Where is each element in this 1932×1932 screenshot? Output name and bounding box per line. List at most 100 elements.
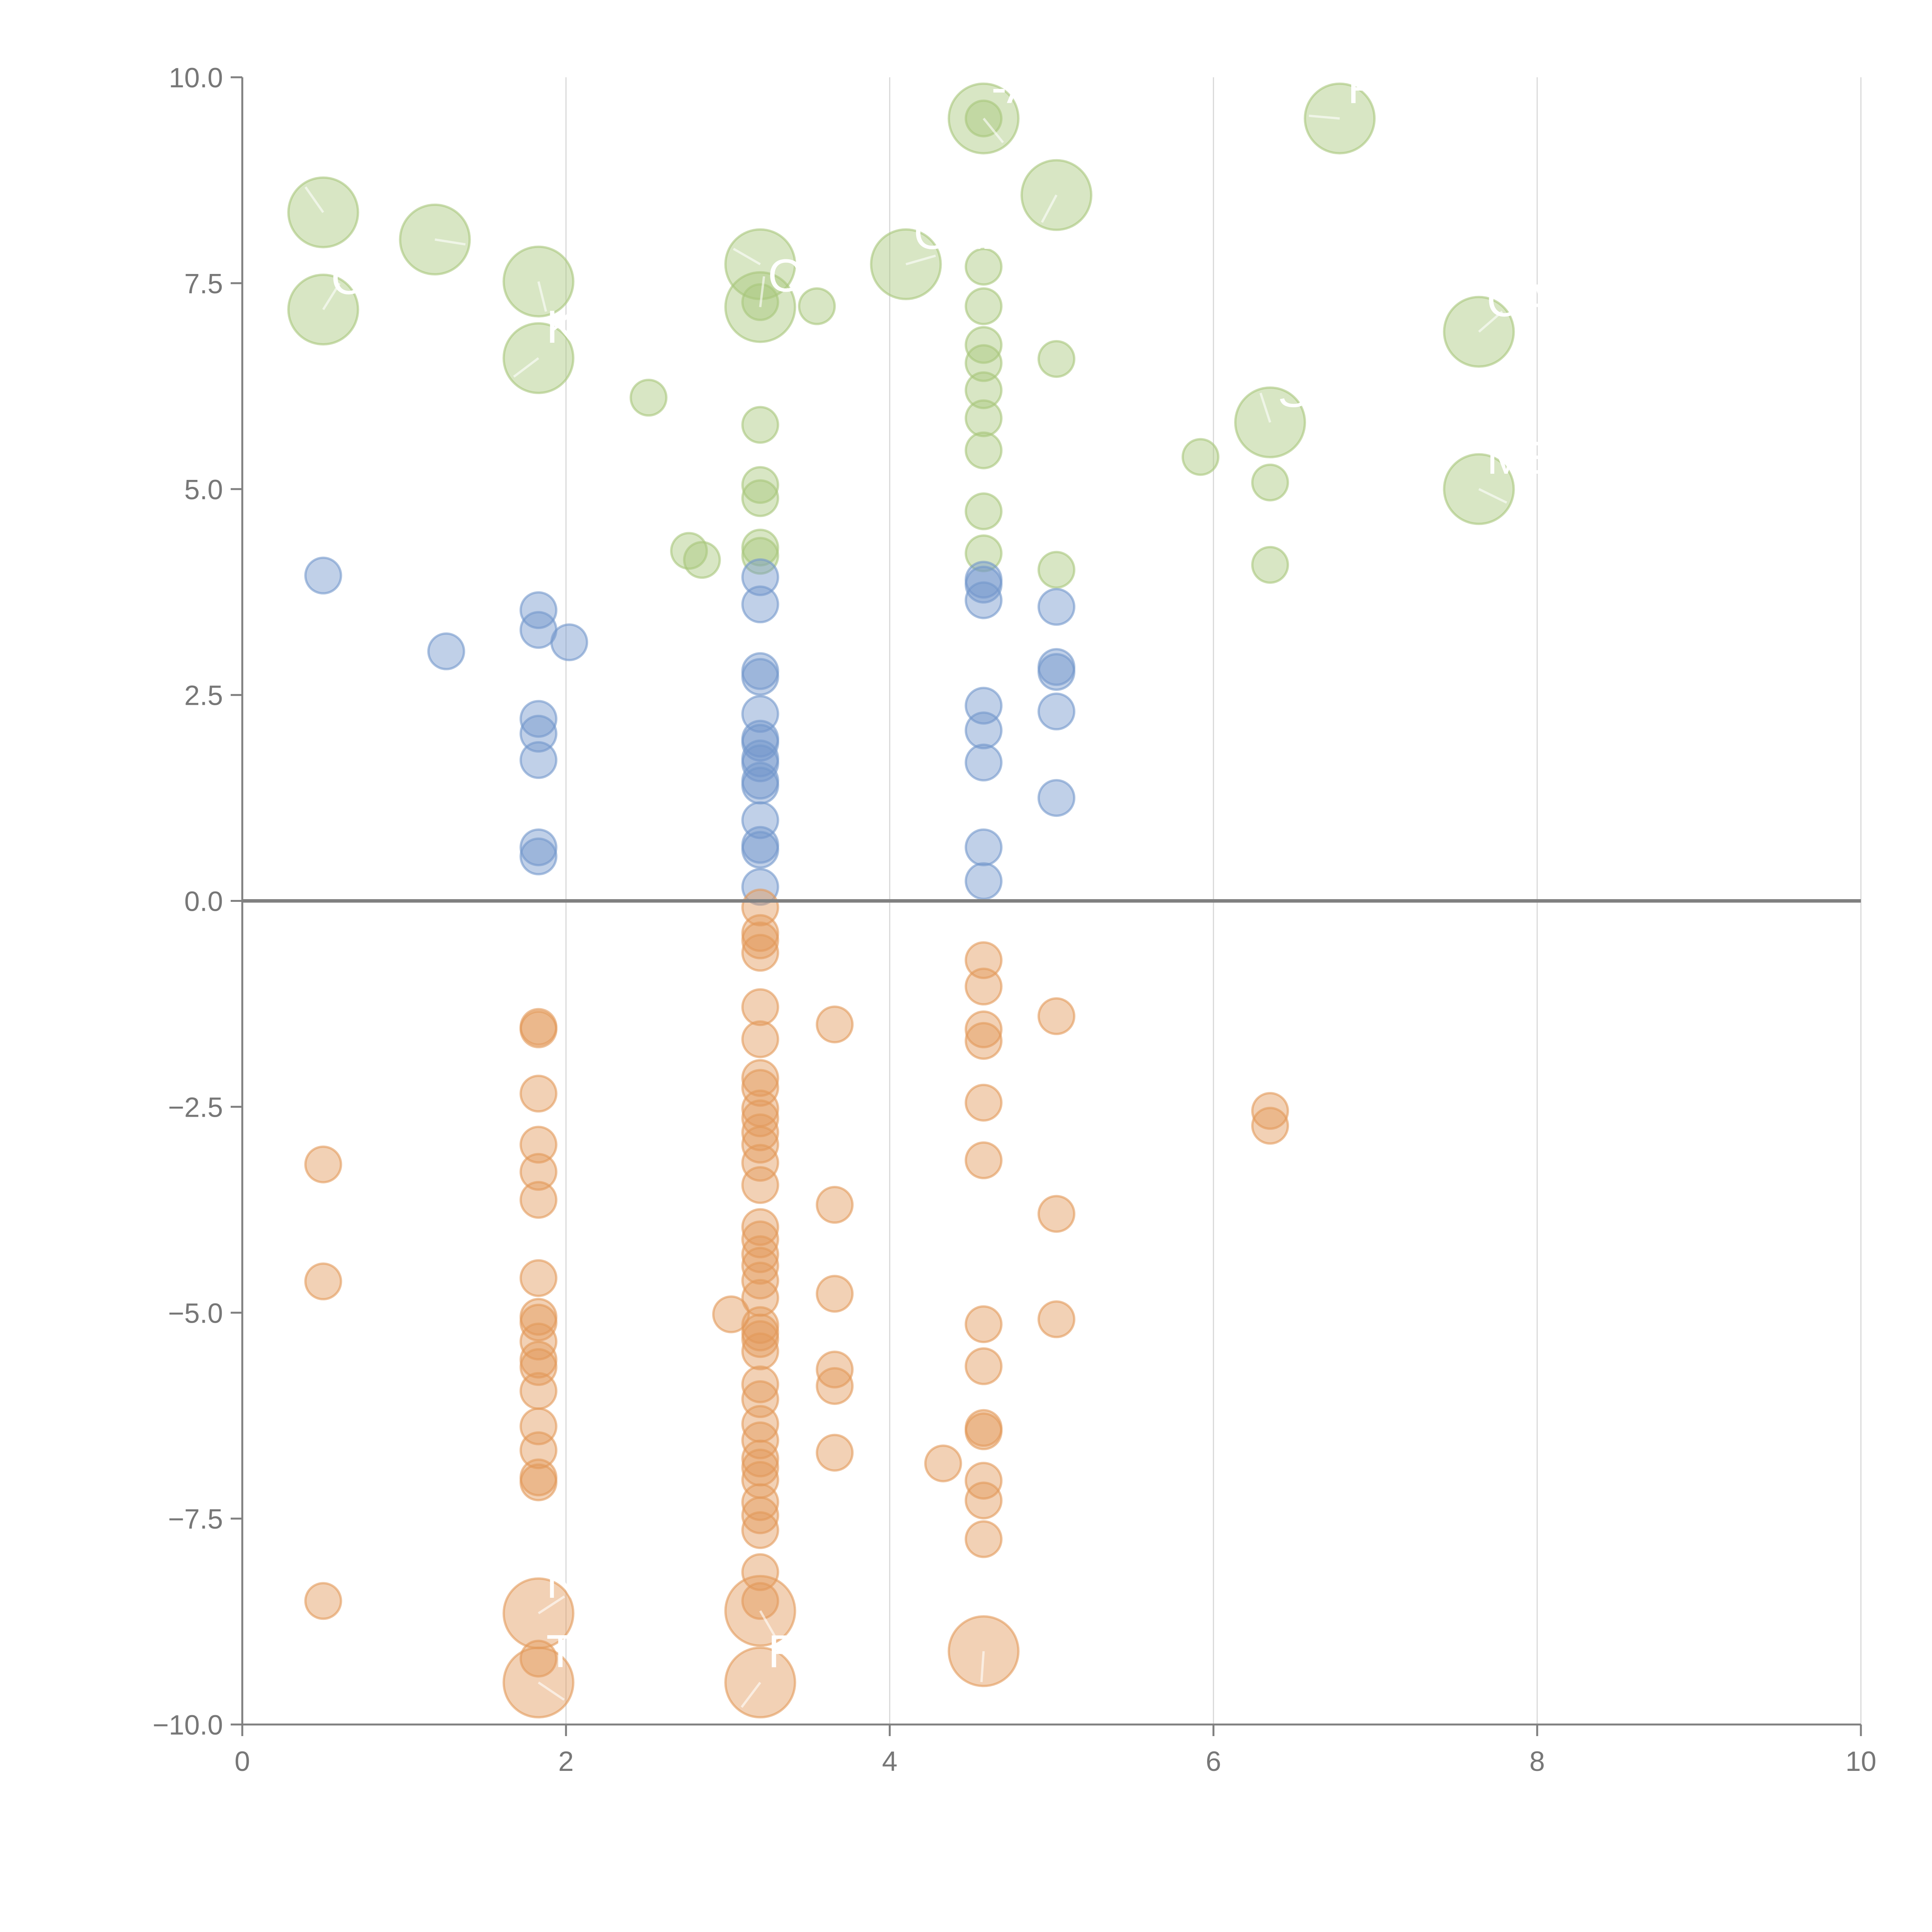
label-leader-line [1309, 114, 1340, 120]
bubble-point [964, 344, 1003, 382]
bubble-point [741, 1113, 779, 1151]
bubble-point [964, 1481, 1003, 1520]
bubble-point [816, 1367, 854, 1405]
bubble-point [519, 700, 558, 738]
bubble-point [1037, 779, 1076, 817]
label-leader-line [759, 1610, 777, 1638]
bubble-point [741, 1166, 779, 1204]
bubble-point [741, 558, 779, 596]
bubble-point [1181, 438, 1219, 476]
bubble-point [741, 1582, 779, 1620]
bubble-point [519, 1463, 558, 1502]
bubble-point [519, 1075, 558, 1113]
label-leader-line [1259, 393, 1271, 423]
bubble-point [741, 1365, 779, 1403]
bubble-point [519, 837, 558, 876]
bubble-label: CA [1486, 275, 1551, 327]
label-leader-line [435, 238, 466, 246]
bubble-point [741, 1220, 779, 1259]
bubble-point [519, 591, 558, 629]
bubble-point [304, 1262, 342, 1301]
bubble-point [741, 1235, 779, 1273]
bubble-point [816, 1350, 854, 1389]
bubble-point [741, 1144, 779, 1182]
x-tick-label: 2 [558, 1746, 574, 1777]
bubble-point [964, 1305, 1003, 1344]
bubble-point [741, 831, 779, 869]
y-tick-label: 0.0 [184, 886, 223, 917]
bubble-point [741, 1439, 779, 1478]
label-leader-line [1041, 194, 1058, 223]
bubble-point [1037, 692, 1076, 731]
bubble-point [519, 1303, 558, 1342]
bubble-point [741, 1320, 779, 1358]
bubble-point [964, 1010, 1003, 1049]
bubble-point [741, 466, 779, 504]
bubble-label: T [546, 1625, 575, 1677]
bubble-point [964, 828, 1003, 866]
y-tick-label: −2.5 [168, 1092, 223, 1123]
label-leader-line [304, 186, 324, 213]
bubble-point [1251, 1092, 1289, 1130]
bubble-point [1251, 1107, 1289, 1145]
bubble-point [816, 1186, 854, 1224]
y-tick-label: 7.5 [184, 269, 223, 299]
bubble-label: C [331, 252, 364, 304]
bubble-point [964, 1022, 1003, 1060]
bubble-point [1037, 1195, 1076, 1233]
label-leader-line [537, 1595, 565, 1614]
bubble-point [741, 767, 779, 805]
bubble-point [964, 968, 1003, 1006]
y-tick-label: −5.0 [168, 1298, 223, 1329]
bubble-point [1037, 997, 1076, 1035]
bubble-label: K [546, 301, 577, 353]
bubble-point [964, 534, 1003, 573]
bubble-point [964, 1520, 1003, 1558]
bubble-point [519, 1126, 558, 1164]
bubble-label: P [1347, 61, 1378, 113]
bubble-point [519, 1181, 558, 1219]
bubble-point [964, 492, 1003, 531]
bubble-point [1037, 1300, 1076, 1338]
bubble-point [741, 1511, 779, 1549]
bubble-point [964, 399, 1003, 437]
bubble-point [741, 406, 779, 444]
bubble-point [741, 921, 779, 959]
bubble-point [741, 1496, 779, 1534]
bubble-label: -A [992, 61, 1038, 113]
bubble-point [964, 941, 1003, 979]
bubble-point [1037, 588, 1076, 626]
label-leader-line [740, 1682, 761, 1708]
label-leader-line [513, 357, 539, 378]
bubble-point [816, 1434, 854, 1472]
bubble-point [519, 714, 558, 753]
bubble-point [798, 287, 836, 325]
bubble-point [964, 1083, 1003, 1122]
label-leader-line [537, 1681, 565, 1701]
bubble-point [964, 248, 1003, 286]
label-leader-line [759, 276, 765, 308]
bubble-point [964, 1141, 1003, 1179]
axes: 10.0 7.5 5.0 2.5 0.0 −2.5 −5.0 −7.5 −10.0 0 2 4 6 8 10 [153, 63, 1876, 1777]
bubble-point [741, 1208, 779, 1246]
bubble-point [964, 581, 1003, 619]
bubble-point [964, 566, 1003, 604]
bubble-label: S [1278, 365, 1309, 417]
bubble-point [741, 537, 779, 575]
bubble-point [964, 1347, 1003, 1385]
label-leader-line [1478, 310, 1503, 333]
bubble-point [519, 1153, 558, 1191]
label-leader-line [980, 1651, 985, 1682]
bubble-point [816, 1275, 854, 1313]
bubble-point [1037, 340, 1076, 378]
bubble-point [683, 541, 721, 579]
bubble-point [964, 431, 1003, 469]
bubble-point [741, 934, 779, 972]
bubble-point [924, 1444, 962, 1483]
label-leader-line [905, 254, 936, 265]
bubble-point [741, 529, 779, 567]
bubble-point [741, 658, 779, 696]
x-tick-label: 8 [1529, 1746, 1545, 1777]
bubble-point [519, 1259, 558, 1297]
